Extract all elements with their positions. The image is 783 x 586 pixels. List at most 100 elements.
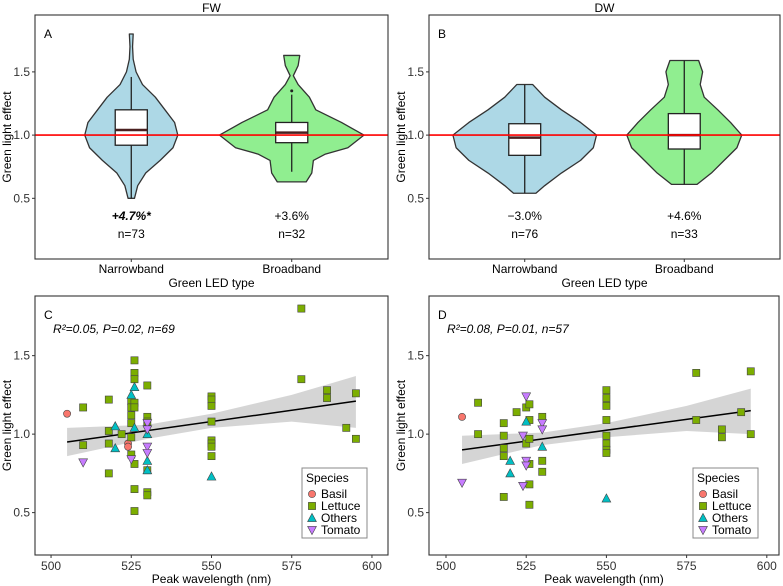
point-tomato xyxy=(142,442,153,452)
point-tomato xyxy=(78,458,89,468)
point-lettuce xyxy=(474,430,482,439)
effect-annotation: −3.0% xyxy=(508,209,543,223)
panel-c: 0.5 1.0 1.5 Green light effect 500 525 550 575 6… xyxy=(0,295,389,586)
legend-label: Lettuce xyxy=(712,499,752,513)
point-tomato xyxy=(521,461,532,471)
legend-label: Tomato xyxy=(321,523,361,537)
legend-key-others xyxy=(307,512,317,522)
point-others xyxy=(110,443,121,453)
y-tick-label: 0.5 xyxy=(407,506,424,520)
point-lettuce xyxy=(104,469,113,478)
point-lettuce xyxy=(297,375,306,384)
point-tomato xyxy=(126,455,137,465)
y-tick-label: 1.0 xyxy=(13,128,30,142)
y-tick-label: 1.5 xyxy=(407,65,424,79)
point-lettuce xyxy=(525,500,534,509)
x-tick-label: 600 xyxy=(757,559,777,573)
point-others xyxy=(537,441,548,451)
point-others xyxy=(521,416,532,426)
point-lettuce xyxy=(207,452,216,461)
point-others xyxy=(601,493,612,503)
legend-label: Basil xyxy=(321,487,347,501)
point-tomato xyxy=(142,449,153,459)
point-lettuce xyxy=(127,411,136,420)
point-lettuce xyxy=(602,394,611,402)
effect-annotation: +4.7%* xyxy=(112,209,152,223)
panel-b: DW 0.5 1.0 1.5 Green light effect −3.0% n=76 Na… xyxy=(394,1,781,290)
legend-key-tomato xyxy=(307,526,317,536)
legend-label: Others xyxy=(321,511,357,525)
x-tick-label: 575 xyxy=(282,559,302,573)
point-lettuce xyxy=(352,389,360,398)
point-lettuce xyxy=(692,369,701,377)
y-axis-label: Green light effect xyxy=(0,91,14,183)
point-lettuce xyxy=(342,423,351,432)
n-label: n=32 xyxy=(278,227,305,241)
x-tick-label: Narrowband xyxy=(99,262,164,276)
panel-frame xyxy=(34,295,389,556)
x-tick-label: Narrowband xyxy=(492,262,557,276)
panel-title: FW xyxy=(202,1,221,15)
point-lettuce xyxy=(323,394,331,402)
legend-key-basil xyxy=(308,490,316,498)
point-tomato xyxy=(457,478,467,489)
point-others xyxy=(142,465,153,475)
panel-label: B xyxy=(438,27,446,41)
point-lettuce xyxy=(130,356,139,365)
point-lettuce xyxy=(602,386,611,395)
point-lettuce xyxy=(602,449,611,457)
point-lettuce xyxy=(602,401,611,410)
y-tick-label: 1.5 xyxy=(13,65,30,79)
point-lettuce xyxy=(297,304,306,313)
point-lettuce xyxy=(525,400,534,409)
point-lettuce xyxy=(525,480,534,489)
point-lettuce xyxy=(130,485,139,493)
point-tomato xyxy=(142,419,153,429)
legend-label: Tomato xyxy=(712,523,752,537)
y-tick-label: 1.5 xyxy=(407,349,424,363)
y-axis-label: Green light effect xyxy=(394,91,408,183)
x-axis-label: Green LED type xyxy=(561,276,647,290)
point-lettuce xyxy=(512,408,521,417)
point-lettuce xyxy=(499,444,508,453)
panel-label: A xyxy=(44,27,52,41)
box-iqr xyxy=(667,112,701,150)
point-basil xyxy=(124,442,132,451)
x-axis-label: Green LED type xyxy=(168,276,254,290)
n-label: n=33 xyxy=(671,227,698,241)
x-tick-label: 575 xyxy=(677,559,697,573)
x-tick-label: 600 xyxy=(362,559,382,573)
x-tick-label: 525 xyxy=(121,559,141,573)
point-tomato xyxy=(518,431,528,441)
point-lettuce xyxy=(130,507,139,515)
point-lettuce xyxy=(143,381,152,390)
panel-title: DW xyxy=(595,1,616,15)
point-lettuce xyxy=(538,467,547,476)
point-others xyxy=(206,471,217,481)
point-lettuce xyxy=(538,456,547,465)
box-iqr xyxy=(508,123,542,156)
point-lettuce xyxy=(130,375,139,384)
point-others xyxy=(505,468,516,478)
point-lettuce xyxy=(104,427,113,435)
x-tick-label: 550 xyxy=(596,559,616,573)
point-tomato xyxy=(537,425,548,435)
regression-stats: R²=0.05, P=0.02, n=69 xyxy=(53,322,175,336)
point-lettuce xyxy=(143,491,152,500)
legend-key-basil xyxy=(699,490,707,498)
y-tick-label: 1.0 xyxy=(407,427,424,441)
point-others xyxy=(129,381,140,391)
y-tick-label: 0.5 xyxy=(13,191,30,205)
legend-title: Species xyxy=(697,471,740,485)
x-axis-label: Peak wavelength (nm) xyxy=(544,572,663,586)
point-lettuce xyxy=(474,398,482,407)
n-label: n=76 xyxy=(511,227,538,241)
point-lettuce xyxy=(117,430,126,439)
panel-label: C xyxy=(44,308,53,322)
point-others xyxy=(126,389,137,399)
x-tick-label: 500 xyxy=(41,559,61,573)
y-tick-label: 1.0 xyxy=(407,128,424,142)
point-lettuce xyxy=(104,395,113,404)
